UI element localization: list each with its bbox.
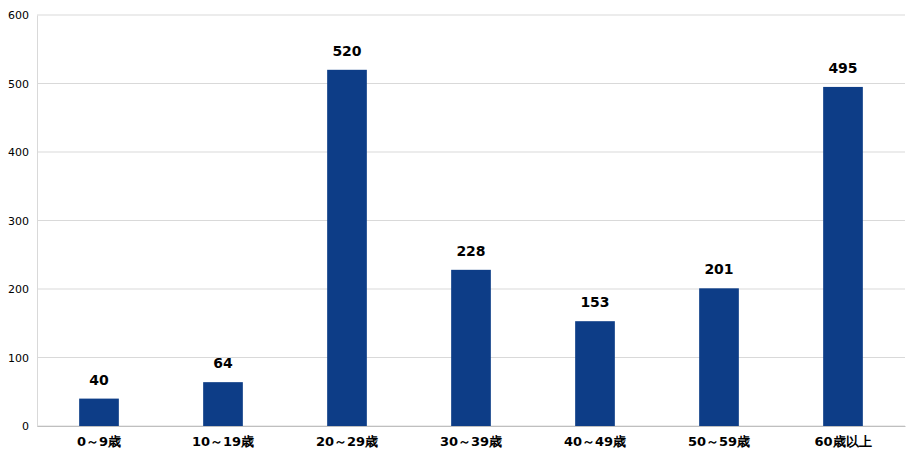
- data-label: 201: [704, 261, 733, 277]
- bars: [79, 70, 863, 426]
- data-label: 520: [332, 43, 361, 59]
- y-tick-label: 400: [8, 146, 29, 159]
- grid: [37, 15, 905, 426]
- bar: [823, 87, 863, 426]
- x-tick-label: 60歳以上: [814, 434, 871, 449]
- y-tick-label: 600: [8, 9, 29, 22]
- grid-line: [37, 220, 905, 221]
- x-tick: 30～39歳: [440, 426, 502, 449]
- x-axis-line: [38, 426, 906, 427]
- x-tick-label: 0～9歳: [77, 434, 121, 449]
- x-tick: 20～29歳: [316, 426, 378, 449]
- x-tick: 60歳以上: [814, 426, 871, 449]
- grid-line: [37, 152, 905, 153]
- data-labels: 40 64 520 228 153 201 495: [89, 43, 857, 388]
- y-tick-label: 200: [8, 283, 29, 296]
- y-tick: 100: [8, 352, 37, 365]
- bar: [575, 321, 615, 426]
- data-label: 153: [580, 294, 609, 310]
- x-tick: 10～19歳: [192, 426, 254, 449]
- y-tick: 400: [8, 146, 37, 159]
- x-tick-label: 10～19歳: [192, 434, 254, 449]
- x-tick: 40～49歳: [564, 426, 626, 449]
- data-label: 40: [89, 372, 109, 388]
- y-tick: 300: [8, 215, 37, 228]
- data-label: 495: [828, 60, 857, 76]
- y-tick-label: 100: [8, 352, 29, 365]
- y-tick: 200: [8, 283, 37, 296]
- y-tick-label: 0: [22, 420, 29, 433]
- x-tick: 0～9歳: [77, 426, 121, 449]
- y-tick-label: 500: [8, 78, 29, 91]
- bar: [451, 270, 491, 426]
- x-tick-label: 50～59歳: [688, 434, 750, 449]
- grid-line: [37, 15, 905, 16]
- grid-line: [37, 83, 905, 84]
- x-tick-label: 40～49歳: [564, 434, 626, 449]
- bar: [699, 288, 739, 426]
- x-axis: 0～9歳 10～19歳 20～29歳 30～39歳 40～49歳 50～59歳 60歳以上: [38, 426, 906, 449]
- y-tick: 0: [22, 420, 37, 433]
- y-axis-line: [37, 16, 38, 427]
- x-tick: 50～59歳: [688, 426, 750, 449]
- y-tick: 500: [8, 78, 37, 91]
- x-tick-label: 20～29歳: [316, 434, 378, 449]
- data-label: 64: [213, 355, 233, 371]
- y-tick: 600: [8, 9, 37, 22]
- data-label: 228: [456, 243, 485, 259]
- bar: [327, 70, 367, 426]
- chart-container: 0 100 200 300 400 500 600 0～9歳 10～19歳 20～29歳 30～39…: [0, 0, 918, 467]
- chart: 0 100 200 300 400 500 600 0～9歳 10～19歳 20～29歳 30～39…: [0, 0, 918, 467]
- y-tick-label: 300: [8, 215, 29, 228]
- y-axis: 0 100 200 300 400 500 600: [8, 9, 38, 433]
- x-tick-label: 30～39歳: [440, 434, 502, 449]
- bar: [79, 399, 119, 426]
- bar: [203, 382, 243, 426]
